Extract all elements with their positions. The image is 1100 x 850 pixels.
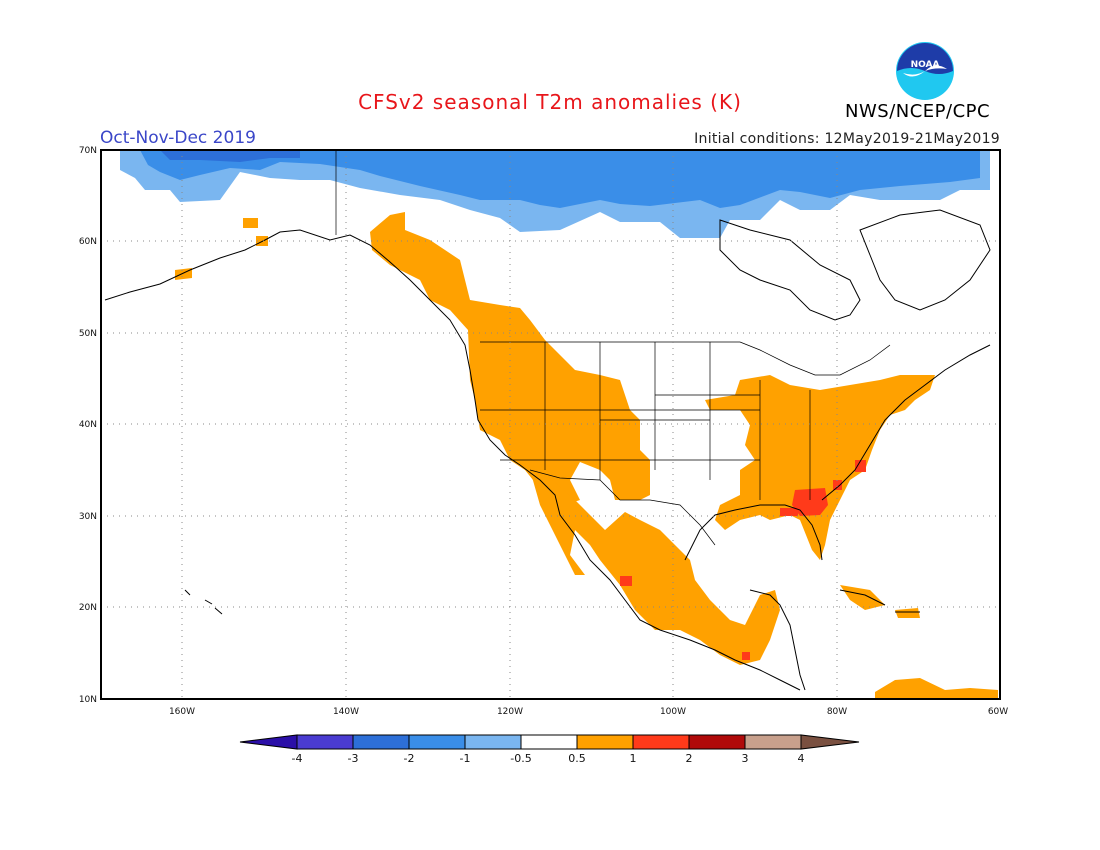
arctic-cool-anomaly <box>120 150 990 238</box>
lat-label: 10N <box>79 695 97 705</box>
cool-anomaly-layer <box>120 150 990 238</box>
colorbar-segment <box>688 734 746 750</box>
alaska-warm-anomaly-2 <box>256 236 268 246</box>
colorbar-segment <box>408 734 466 750</box>
hot-anomaly-layer <box>620 460 866 660</box>
warm-anomaly-layer <box>175 212 998 699</box>
central-america-hot-anomaly <box>742 652 750 660</box>
lon-label: 80W <box>827 707 847 717</box>
georgia-hot-anomaly <box>833 480 842 490</box>
colorbar-label: 0.5 <box>568 752 586 765</box>
mexico-hot-anomaly <box>620 576 632 586</box>
caribbean-warm-anomaly <box>840 585 885 610</box>
southeast-hot-anomaly <box>792 488 828 516</box>
colorbar-segment <box>744 734 802 750</box>
lon-label: 120W <box>497 707 523 717</box>
mexico-warm-anomaly <box>530 470 780 665</box>
arctic-cool-anomaly-far <box>160 150 300 162</box>
colorbar-label: 1 <box>630 752 637 765</box>
lon-label: 140W <box>333 707 359 717</box>
colorbar-label: 2 <box>686 752 693 765</box>
florida-hot-anomaly <box>780 508 798 516</box>
arctic-cool-anomaly-mid <box>140 150 980 208</box>
colorbar-segment <box>352 734 410 750</box>
season-label: Oct-Nov-Dec 2019 <box>100 128 256 148</box>
colorbar-label: 3 <box>742 752 749 765</box>
alaska-warm-anomaly-3 <box>175 268 192 280</box>
carolina-hot-anomaly <box>855 460 866 472</box>
coastlines <box>104 209 991 691</box>
svg-text:NOAA: NOAA <box>911 60 940 70</box>
colorbar-segment <box>576 734 634 750</box>
colorbar-label: 4 <box>798 752 805 765</box>
colorbar: -4 -3 -2 -1 -0.5 0.5 1 2 3 4 <box>239 734 860 765</box>
agency-label: NWS/NCEP/CPC <box>845 101 991 122</box>
colorbar-arrow-high <box>800 734 860 750</box>
lat-label: 30N <box>79 512 97 522</box>
longitude-labels: 160W 140W 120W 100W 80W 60W <box>169 707 1008 717</box>
south-america-warm-anomaly <box>875 678 998 699</box>
western-warm-anomaly <box>370 212 650 505</box>
lon-label: 60W <box>988 707 1008 717</box>
map-title: CFSv2 seasonal T2m anomalies (K) <box>358 90 742 114</box>
map-frame <box>101 150 1000 699</box>
lat-label: 70N <box>79 146 97 156</box>
caribbean-warm-anomaly-2 <box>895 608 920 618</box>
noaa-logo-icon: NOAA <box>896 42 954 100</box>
political-borders <box>335 150 891 546</box>
colorbar-label: -2 <box>404 752 415 765</box>
map-border <box>100 149 1001 700</box>
lon-label: 100W <box>660 707 686 717</box>
lat-label: 50N <box>79 329 97 339</box>
colorbar-arrow-low <box>239 734 298 750</box>
eastern-warm-anomaly <box>705 375 935 560</box>
lat-label: 20N <box>79 603 97 613</box>
colorbar-label: -0.5 <box>510 752 531 765</box>
colorbar-segment <box>520 734 578 750</box>
colorbar-segment <box>632 734 690 750</box>
graticule <box>101 150 1000 699</box>
initial-conditions-label: Initial conditions: 12May2019-21May2019 <box>694 131 1000 147</box>
lon-label: 160W <box>169 707 195 717</box>
colorbar-segment <box>464 734 522 750</box>
colorbar-label: -1 <box>460 752 471 765</box>
colorbar-label: -4 <box>292 752 303 765</box>
colorbar-label: -3 <box>348 752 359 765</box>
lat-label: 60N <box>79 237 97 247</box>
lat-label: 40N <box>79 420 97 430</box>
latitude-labels: 70N 60N 50N 40N 30N 20N 10N <box>79 146 97 705</box>
colorbar-segment <box>296 734 354 750</box>
alaska-warm-anomaly-1 <box>243 218 258 228</box>
